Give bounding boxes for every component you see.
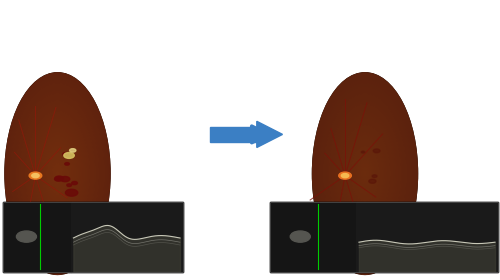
- Ellipse shape: [336, 118, 394, 229]
- Ellipse shape: [26, 115, 88, 233]
- Ellipse shape: [8, 80, 106, 267]
- Bar: [71, 202, 182, 272]
- Ellipse shape: [52, 163, 63, 184]
- Ellipse shape: [45, 149, 70, 198]
- Ellipse shape: [350, 146, 380, 201]
- Ellipse shape: [320, 87, 410, 260]
- Bar: [270, 202, 356, 272]
- Ellipse shape: [36, 132, 79, 215]
- Ellipse shape: [358, 160, 372, 188]
- Ellipse shape: [362, 167, 368, 181]
- Circle shape: [362, 151, 364, 153]
- Ellipse shape: [316, 80, 414, 267]
- Ellipse shape: [7, 76, 108, 271]
- Ellipse shape: [40, 139, 76, 208]
- Ellipse shape: [314, 76, 416, 271]
- Ellipse shape: [322, 90, 408, 257]
- Ellipse shape: [330, 108, 400, 240]
- Ellipse shape: [38, 135, 78, 212]
- Ellipse shape: [25, 111, 90, 236]
- Ellipse shape: [16, 94, 99, 254]
- Ellipse shape: [10, 83, 104, 264]
- Circle shape: [32, 174, 39, 178]
- Ellipse shape: [46, 153, 68, 194]
- Ellipse shape: [340, 125, 390, 222]
- Ellipse shape: [28, 118, 86, 229]
- Circle shape: [16, 231, 36, 242]
- Ellipse shape: [345, 135, 385, 212]
- Ellipse shape: [356, 156, 374, 191]
- Ellipse shape: [354, 153, 376, 194]
- Circle shape: [54, 177, 62, 181]
- Circle shape: [67, 184, 71, 186]
- Ellipse shape: [347, 139, 383, 208]
- Ellipse shape: [324, 94, 406, 254]
- Ellipse shape: [34, 129, 81, 219]
- Ellipse shape: [312, 73, 418, 274]
- Ellipse shape: [14, 90, 101, 257]
- Circle shape: [290, 231, 310, 242]
- Ellipse shape: [363, 170, 367, 177]
- Ellipse shape: [50, 160, 64, 188]
- Circle shape: [60, 176, 70, 182]
- Ellipse shape: [5, 73, 110, 274]
- Ellipse shape: [329, 104, 401, 243]
- Ellipse shape: [338, 122, 392, 226]
- Ellipse shape: [327, 101, 403, 247]
- Circle shape: [373, 149, 380, 153]
- Bar: [2, 202, 182, 272]
- Ellipse shape: [54, 167, 61, 181]
- Ellipse shape: [360, 163, 370, 184]
- Ellipse shape: [325, 97, 405, 250]
- Bar: [270, 202, 498, 272]
- Polygon shape: [257, 121, 282, 148]
- Circle shape: [372, 175, 377, 178]
- Ellipse shape: [23, 108, 92, 240]
- Circle shape: [338, 172, 351, 179]
- Circle shape: [62, 153, 68, 156]
- Bar: [2, 202, 71, 272]
- Circle shape: [29, 172, 42, 179]
- Ellipse shape: [56, 170, 60, 177]
- Ellipse shape: [348, 142, 382, 205]
- Circle shape: [64, 153, 74, 158]
- Ellipse shape: [20, 101, 96, 247]
- Circle shape: [55, 176, 64, 181]
- Ellipse shape: [334, 115, 396, 233]
- Ellipse shape: [342, 129, 388, 219]
- Ellipse shape: [332, 111, 398, 236]
- Ellipse shape: [12, 87, 103, 260]
- Circle shape: [342, 174, 348, 178]
- Bar: [270, 202, 498, 272]
- Ellipse shape: [312, 73, 418, 274]
- Ellipse shape: [41, 142, 74, 205]
- Circle shape: [66, 189, 78, 196]
- Ellipse shape: [18, 97, 98, 250]
- Ellipse shape: [5, 73, 110, 274]
- Bar: [210, 127, 259, 142]
- Circle shape: [72, 181, 78, 185]
- Ellipse shape: [48, 156, 66, 191]
- Circle shape: [369, 179, 376, 183]
- Ellipse shape: [30, 122, 84, 226]
- Bar: [2, 202, 182, 272]
- Ellipse shape: [32, 125, 83, 222]
- Bar: [356, 202, 498, 272]
- Circle shape: [70, 149, 76, 152]
- Ellipse shape: [318, 83, 412, 264]
- Circle shape: [64, 163, 70, 165]
- Ellipse shape: [22, 104, 94, 243]
- Ellipse shape: [352, 149, 378, 198]
- Ellipse shape: [344, 132, 386, 215]
- Ellipse shape: [43, 146, 72, 201]
